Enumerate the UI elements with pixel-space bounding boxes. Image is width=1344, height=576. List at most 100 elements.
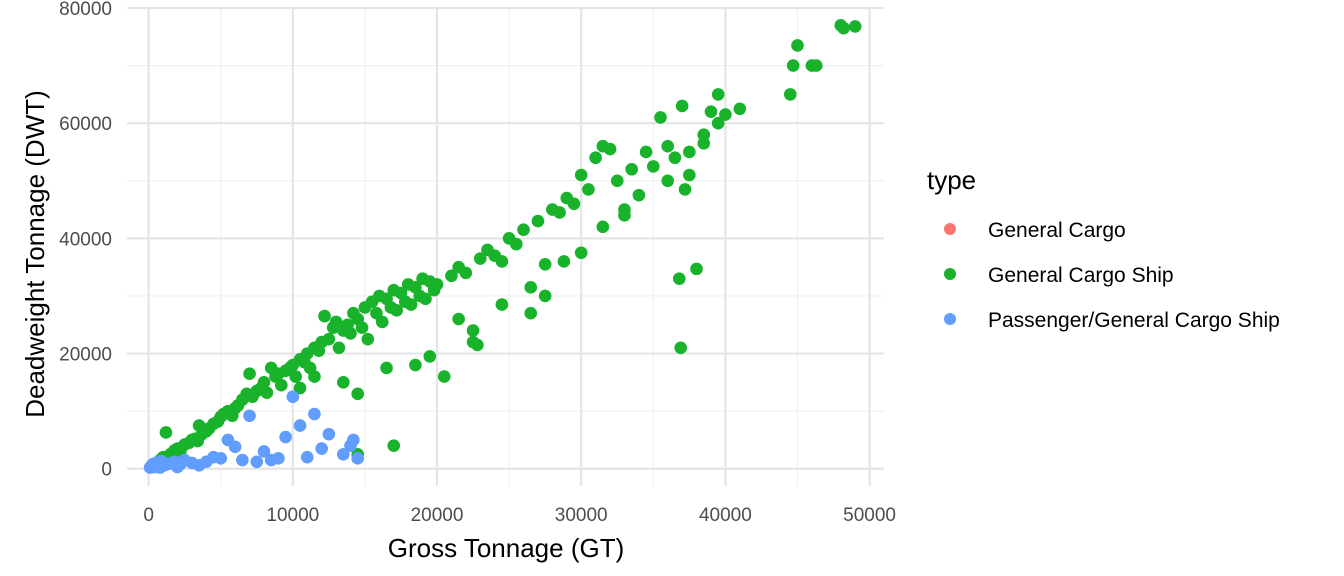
data-point-1	[322, 332, 336, 346]
y-tick-label: 80000	[59, 0, 112, 20]
data-point-1	[404, 298, 418, 311]
data-point-1	[582, 183, 595, 196]
data-point-1	[574, 246, 588, 260]
data-point-1	[683, 145, 696, 159]
data-point-1	[473, 252, 487, 265]
data-point-2	[351, 452, 365, 465]
data-point-1	[711, 88, 725, 101]
data-point-1	[553, 206, 566, 219]
data-point-2	[300, 450, 314, 464]
y-axis-tick-labels: 0 20000 40000 60000 80000	[59, 0, 112, 481]
data-point-1	[574, 168, 588, 182]
data-point-1	[837, 21, 850, 35]
data-point-1	[390, 304, 403, 317]
data-point-2	[250, 455, 264, 469]
data-point-1	[318, 309, 331, 323]
data-point-1	[517, 223, 530, 237]
data-point-1	[361, 332, 375, 346]
x-tick-label: 10000	[266, 505, 319, 526]
data-point-1	[423, 350, 437, 363]
data-point-1	[603, 142, 617, 156]
data-point-1	[719, 108, 732, 121]
data-point-1	[783, 88, 797, 101]
data-point-2	[228, 440, 242, 454]
data-point-1	[336, 376, 350, 389]
x-tick-label: 50000	[843, 505, 896, 526]
legend-items: General Cargo General Cargo Ship Passenger…	[944, 219, 1280, 332]
x-axis-title: Gross Tonnage (GT)	[388, 533, 625, 563]
data-point-1	[675, 99, 689, 113]
legend-label: General Cargo Ship	[988, 264, 1174, 287]
data-point-1	[538, 257, 552, 271]
data-point-1	[344, 327, 357, 340]
x-tick-label: 0	[143, 505, 154, 526]
data-point-2	[308, 407, 321, 421]
data-point-2	[272, 452, 285, 465]
data-point-1	[625, 162, 638, 176]
data-point-1	[848, 20, 862, 33]
data-point-2	[236, 453, 249, 467]
data-point-1	[260, 386, 274, 400]
data-point-1	[683, 168, 696, 182]
data-point-1	[380, 361, 393, 375]
x-tick-label: 20000	[411, 505, 464, 526]
data-point-1	[668, 151, 682, 165]
data-point-2	[347, 433, 360, 447]
data-point-2	[322, 427, 336, 441]
data-point-2	[214, 452, 228, 465]
data-point-1	[596, 220, 610, 234]
data-point-1	[471, 338, 484, 352]
data-point-1	[672, 272, 686, 285]
data-point-1	[524, 281, 538, 294]
minor-gridlines	[127, 8, 884, 486]
data-point-1	[567, 197, 581, 211]
data-point-1	[293, 381, 307, 395]
legend-key	[944, 313, 956, 325]
data-points	[143, 18, 862, 474]
data-point-1	[690, 262, 703, 276]
data-point-1	[610, 174, 624, 188]
x-tick-label: 40000	[699, 505, 752, 526]
data-point-1	[329, 315, 343, 329]
data-point-2	[293, 419, 307, 432]
data-point-2	[279, 430, 292, 444]
legend-key	[944, 268, 956, 280]
data-point-1	[459, 266, 473, 280]
y-axis-title: Deadweight Tonnage (DWT)	[20, 90, 50, 418]
data-point-1	[786, 59, 800, 72]
data-point-1	[791, 39, 804, 52]
data-point-1	[678, 183, 692, 196]
data-point-1	[351, 387, 365, 401]
data-point-1	[733, 102, 747, 116]
y-tick-label: 60000	[59, 114, 112, 135]
data-point-1	[704, 105, 718, 118]
y-tick-label: 0	[101, 460, 112, 481]
data-point-1	[646, 160, 660, 173]
data-point-1	[589, 151, 602, 165]
data-point-1	[538, 289, 552, 303]
data-point-1	[308, 370, 321, 383]
data-point-1	[531, 214, 545, 228]
data-point-1	[430, 278, 444, 291]
data-point-2	[257, 445, 271, 458]
data-point-1	[809, 59, 823, 72]
data-point-1	[510, 237, 523, 251]
data-point-1	[697, 128, 711, 141]
data-point-1	[654, 111, 667, 124]
legend-label: Passenger/General Cargo Ship	[988, 309, 1280, 332]
data-point-1	[524, 306, 538, 320]
data-point-1	[557, 255, 571, 268]
data-point-1	[618, 209, 631, 222]
data-point-2	[315, 442, 328, 455]
legend: type General Cargo General Cargo Ship Pass…	[927, 165, 1280, 332]
legend-title: type	[927, 165, 976, 195]
data-point-1	[355, 321, 369, 334]
data-point-1	[661, 139, 675, 153]
data-point-1	[711, 116, 725, 130]
data-point-1	[289, 370, 303, 383]
data-point-1	[466, 324, 480, 337]
data-point-1	[375, 315, 389, 329]
data-point-1	[452, 312, 465, 326]
data-point-1	[274, 378, 288, 392]
data-point-2	[336, 448, 350, 461]
